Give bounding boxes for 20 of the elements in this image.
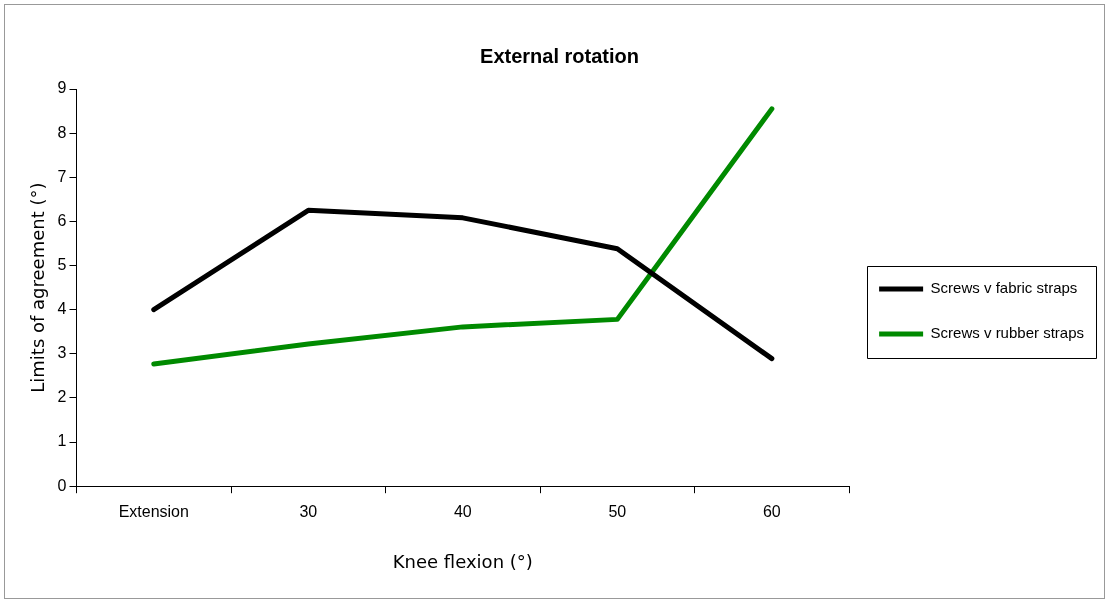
y-tick-label: 4: [57, 300, 67, 318]
y-tick-label: 3: [57, 344, 67, 362]
x-axis-title: Knee flexion (°): [392, 550, 533, 572]
x-tick-label: 30: [299, 503, 318, 521]
x-tick-label: 50: [608, 503, 627, 521]
y-tick-label: 1: [57, 432, 67, 450]
x-tick-label: 40: [453, 503, 472, 521]
y-tick-label: 6: [57, 211, 67, 229]
y-tick-label: 2: [57, 388, 67, 406]
chart-title: External rotation: [480, 44, 639, 67]
x-tick-label: 60: [762, 503, 781, 521]
legend-label: Screws v rubber straps: [930, 324, 1085, 342]
y-tick-label: 8: [57, 123, 67, 141]
y-tick-label: 9: [57, 79, 67, 97]
y-tick-label: 7: [57, 167, 67, 185]
y-tick-label: 5: [57, 255, 67, 273]
x-tick-label: Extension: [118, 503, 189, 521]
y-tick-label: 0: [57, 476, 67, 494]
legend-label: Screws v fabric straps: [930, 279, 1078, 297]
y-axis-title: Limits of agreement (°): [27, 182, 49, 393]
